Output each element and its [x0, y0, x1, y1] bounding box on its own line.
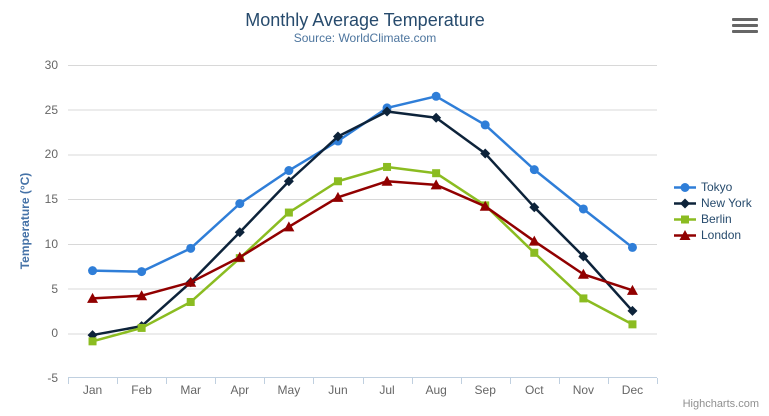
legend-marker-tokyo[interactable] — [680, 182, 690, 192]
x-axis-label: Jun — [328, 383, 348, 397]
series-berlin-marker[interactable] — [333, 177, 342, 186]
x-axis-label: Apr — [230, 383, 250, 397]
series-london-marker[interactable] — [381, 175, 393, 186]
x-axis-label: Nov — [572, 383, 595, 397]
series-tokyo-marker[interactable] — [627, 242, 637, 252]
series-london-marker[interactable] — [234, 251, 246, 262]
series-berlin-marker[interactable] — [137, 323, 146, 332]
y-axis-label: 10 — [44, 236, 58, 251]
series-tokyo-marker[interactable] — [431, 91, 441, 101]
series-london-marker[interactable] — [430, 179, 442, 190]
y-axis-label: 5 — [51, 281, 58, 296]
series-tokyo-line[interactable] — [91, 95, 634, 273]
legend-item-london[interactable]: London — [674, 227, 752, 243]
series-new-york-marker[interactable] — [283, 176, 294, 187]
series-tokyo-marker[interactable] — [529, 165, 539, 175]
series-london-line[interactable] — [91, 180, 634, 300]
series-new-york-marker[interactable] — [529, 202, 540, 213]
series-berlin-marker[interactable] — [628, 320, 637, 329]
legend-item-tokyo[interactable]: Tokyo — [674, 179, 752, 195]
hamburger-menu-icon — [732, 18, 758, 33]
x-axis-label: Aug — [425, 383, 447, 397]
series-new-york-marker[interactable] — [382, 106, 393, 117]
series-new-york-marker[interactable] — [431, 112, 442, 123]
series-london-marker[interactable] — [87, 292, 99, 303]
y-axis-label: 20 — [44, 147, 58, 162]
y-axis-label: 0 — [51, 326, 58, 341]
legend-marker-circle-icon — [674, 182, 696, 192]
legend-marker-berlin[interactable] — [681, 215, 689, 223]
series-london-marker[interactable] — [479, 200, 491, 211]
chart-subtitle: Source: WorldClimate.com — [293, 31, 437, 45]
legend: Tokyo New York Berlin London — [674, 179, 752, 243]
series-london-marker[interactable] — [332, 191, 344, 202]
x-axis-label: Jul — [379, 383, 395, 397]
credits-link[interactable]: Highcharts.com — [682, 398, 759, 410]
series-tokyo-marker[interactable] — [235, 199, 245, 209]
x-axis-label: Sep — [474, 383, 496, 397]
legend-marker-new-york[interactable] — [680, 198, 690, 208]
series-new-york-marker[interactable] — [332, 131, 343, 142]
series-london-marker[interactable] — [528, 235, 540, 246]
y-axis-label: 15 — [44, 192, 58, 207]
legend-marker-triangle-icon — [674, 229, 696, 240]
series-berlin-marker[interactable] — [186, 297, 195, 306]
hamburger-bar — [732, 30, 758, 33]
series-berlin-line[interactable] — [91, 165, 634, 343]
series-london-marker[interactable] — [136, 290, 148, 301]
series-london-marker[interactable] — [626, 284, 638, 295]
series-tokyo-marker[interactable] — [480, 120, 490, 130]
series-new-york[interactable] — [87, 106, 638, 341]
series-tokyo-marker[interactable] — [578, 204, 588, 214]
legend-label: Tokyo — [701, 180, 733, 194]
legend-marker-square-icon — [674, 215, 696, 223]
series-new-york-marker[interactable] — [234, 227, 245, 238]
legend-item-new-york[interactable]: New York — [674, 195, 752, 211]
legend-item-berlin[interactable]: Berlin — [674, 211, 752, 227]
y-axis-title: Temperature (°C) — [18, 172, 32, 270]
series-berlin-marker[interactable] — [432, 169, 441, 178]
x-axis-label: May — [277, 383, 301, 397]
y-axis-label: -5 — [47, 371, 58, 385]
series-tokyo-marker[interactable] — [284, 166, 294, 176]
series-london[interactable] — [87, 175, 638, 303]
x-axis-label: Mar — [180, 383, 202, 397]
series-london-marker[interactable] — [577, 268, 589, 279]
hamburger-bar — [732, 18, 758, 21]
series-london-marker[interactable] — [283, 221, 295, 232]
series-new-york-line[interactable] — [91, 110, 634, 337]
series-berlin-marker[interactable] — [88, 337, 97, 346]
export-menu-button[interactable] — [732, 18, 758, 33]
series-berlin-marker[interactable] — [383, 162, 392, 171]
legend-marker-london[interactable] — [679, 229, 691, 240]
chart-title: Monthly Average Temperature — [245, 10, 485, 30]
y-axis-label: 25 — [44, 102, 58, 117]
legend-label: Berlin — [701, 212, 732, 226]
series-tokyo-marker[interactable] — [186, 243, 196, 253]
series-berlin-marker[interactable] — [579, 294, 588, 303]
series-new-york-marker[interactable] — [480, 148, 491, 159]
y-axis-label: 30 — [44, 58, 58, 72]
x-axis-label: Jan — [82, 383, 103, 397]
series-tokyo-marker[interactable] — [137, 267, 147, 277]
series-london-marker[interactable] — [185, 276, 197, 287]
hamburger-bar — [732, 24, 758, 27]
series-new-york-marker[interactable] — [578, 251, 589, 262]
series-berlin-marker[interactable] — [530, 248, 539, 257]
legend-label: London — [701, 228, 742, 242]
x-axis-label: Feb — [131, 383, 152, 397]
series-tokyo[interactable] — [88, 91, 637, 277]
legend-label: New York — [701, 196, 752, 210]
legend-marker-diamond-icon — [674, 198, 696, 208]
x-axis-label: Oct — [524, 383, 544, 397]
series-berlin-marker[interactable] — [284, 208, 293, 217]
series-new-york-marker[interactable] — [627, 305, 638, 316]
x-axis-label: Dec — [621, 383, 644, 397]
series-tokyo-marker[interactable] — [88, 266, 98, 276]
